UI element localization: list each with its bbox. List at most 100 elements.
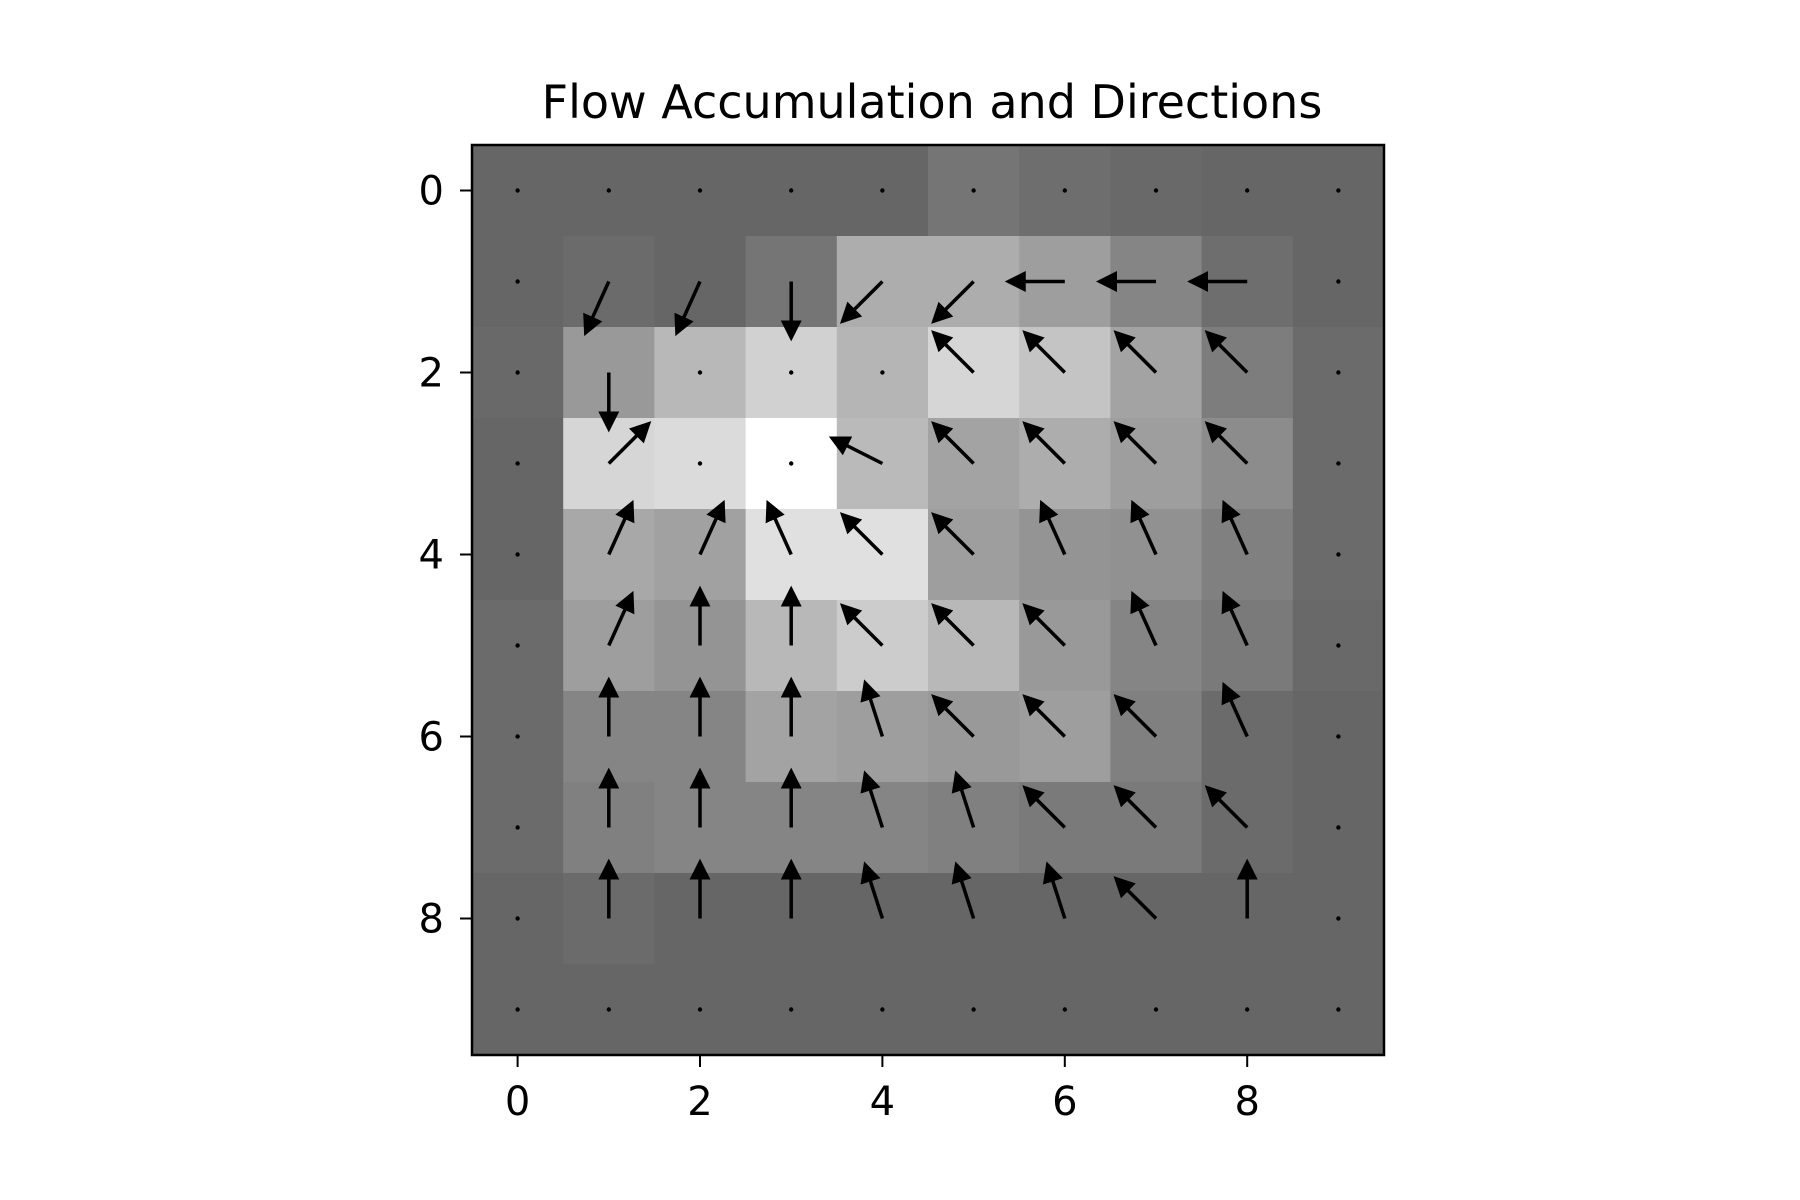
flow-point-r9-c1	[606, 1007, 611, 1012]
flow-point-r2-c0	[515, 370, 520, 375]
flow-point-r6-c0	[515, 734, 520, 739]
x-tick-label-0: 0	[505, 1079, 530, 1125]
flow-point-r0-c6	[1062, 188, 1068, 193]
flow-arrow-r6-c7	[1113, 694, 1158, 738]
heatmap-cell-r4-c2	[654, 509, 747, 601]
flow-arrow-r6-c8	[1221, 681, 1249, 738]
flow-point-r2-c9	[1336, 370, 1341, 375]
flow-point-r9-c3	[789, 1007, 794, 1012]
flow-point-r2-c2	[697, 370, 703, 375]
flow-arrow-r5-c5	[931, 603, 975, 647]
y-tick-label-6: 6	[419, 715, 444, 761]
flow-point-r0-c9	[1336, 188, 1341, 193]
flow-point-r6-c9	[1336, 734, 1341, 739]
flow-point-r0-c3	[789, 188, 794, 193]
heatmap-cell-r6-c8	[1201, 691, 1294, 783]
flow-arrow-r3-c1	[607, 421, 652, 465]
heatmap-cell-r5-c7	[1110, 600, 1203, 692]
plot-frame	[470, 143, 1386, 1057]
x-tick-label-4: 4	[870, 1079, 895, 1125]
flow-point-r3-c2	[697, 461, 703, 466]
flow-point-r2-c4	[880, 370, 885, 375]
heatmap-cell-r5-c1	[563, 600, 655, 692]
flow-arrow-r3-c5	[931, 421, 975, 465]
flow-point-r9-c6	[1062, 1007, 1068, 1012]
flow-point-r0-c1	[606, 188, 611, 193]
flow-arrow-r4-c1	[607, 499, 635, 556]
flow-arrow-r4-c7	[1130, 499, 1158, 556]
flow-point-r3-c0	[515, 461, 520, 466]
flow-arrow-r8-c5	[951, 861, 976, 920]
flow-arrow-r7-c6	[1022, 785, 1067, 829]
heatmap-cell-r3-c4	[836, 418, 929, 510]
flow-point-r1-c0	[515, 279, 520, 284]
flow-point-r5-c0	[515, 643, 520, 648]
flow-arrow-r5-c6	[1022, 603, 1067, 647]
flow-arrow-r1-c5	[931, 280, 975, 324]
heatmap-cell-r4-c7	[1110, 509, 1203, 601]
flow-arrow-r5-c8	[1221, 590, 1249, 647]
x-axis-ticks: 0 2 4 6 8	[505, 1055, 1260, 1125]
heatmap-cell-r8-c4	[836, 873, 929, 965]
flow-arrow-r2-c6	[1022, 330, 1067, 374]
heatmap-cell-r4-c8	[1201, 509, 1294, 601]
flow-arrow-r3-c4	[828, 436, 884, 466]
flow-point-r2-c3	[789, 370, 794, 375]
y-axis-ticks: 0 2 4 6 8	[419, 169, 472, 943]
flow-point-r4-c0	[515, 552, 520, 557]
y-tick-label-2: 2	[419, 351, 444, 397]
flow-arrow-r6-c6	[1022, 694, 1067, 738]
flow-point-r3-c9	[1336, 461, 1341, 466]
x-tick-label-2: 2	[687, 1079, 712, 1125]
flow-point-r0-c2	[697, 188, 703, 193]
flow-point-r4-c9	[1336, 552, 1341, 557]
flow-arrow-r8-c7	[1113, 876, 1158, 920]
heatmap-cell-r5-c8	[1201, 600, 1294, 692]
heatmap-cell-r8-c5	[928, 873, 1020, 965]
x-tick-label-6: 6	[1052, 1079, 1077, 1125]
heatmap-cell-r7-c4	[836, 782, 929, 874]
flow-arrow-r8-c4	[860, 861, 885, 920]
y-tick-label-4: 4	[419, 533, 444, 579]
flow-arrow-r4-c5	[931, 512, 975, 556]
flow-point-r5-c9	[1336, 643, 1341, 648]
flow-arrow-r1-c1	[583, 280, 611, 337]
flow-arrow-r2-c8	[1204, 330, 1249, 374]
flow-arrow-r2-c5	[931, 330, 975, 374]
heatmap-cell-r4-c1	[563, 509, 655, 601]
flow-point-r0-c4	[880, 188, 885, 193]
flow-arrow-r7-c7	[1113, 785, 1158, 829]
flow-arrow-r5-c7	[1130, 590, 1158, 647]
y-tick-label-0: 0	[419, 169, 444, 215]
flow-point-r0-c5	[971, 188, 976, 193]
flow-point-r9-c7	[1153, 1007, 1159, 1012]
flow-arrow-r7-c8	[1204, 785, 1249, 829]
flow-arrow-r5-c1	[607, 590, 635, 647]
flow-arrow-r4-c2	[698, 499, 726, 556]
flow-point-r0-c0	[515, 188, 520, 193]
heatmap-cell-r4-c3	[745, 509, 838, 601]
flow-point-r9-c8	[1245, 1007, 1250, 1012]
y-tick-label-8: 8	[419, 897, 444, 943]
flow-arrow-r4-c3	[765, 499, 793, 556]
flow-arrow-r7-c4	[860, 770, 885, 829]
flow-point-r9-c5	[971, 1007, 976, 1012]
flow-arrow-r7-c5	[951, 770, 976, 829]
flow-point-r3-c3	[789, 461, 794, 466]
flow-arrow-r6-c4	[860, 679, 885, 738]
flow-arrows	[515, 188, 1341, 1012]
flow-point-r0-c8	[1245, 188, 1250, 193]
flow-arrow-r1-c4	[839, 280, 884, 324]
flow-arrow-r2-c7	[1113, 330, 1158, 374]
heatmap-cell-r8-c6	[1019, 873, 1111, 965]
flow-arrow-r3-c7	[1113, 421, 1158, 465]
flow-point-r0-c7	[1153, 188, 1159, 193]
heatmap-cell-r6-c4	[836, 691, 929, 783]
flow-point-r7-c9	[1336, 825, 1341, 830]
flow-arrow-r4-c6	[1039, 499, 1067, 556]
x-tick-label-8: 8	[1234, 1079, 1259, 1125]
flow-arrow-r8-c6	[1042, 861, 1067, 920]
chart-title: Flow Accumulation and Directions	[542, 75, 1323, 129]
